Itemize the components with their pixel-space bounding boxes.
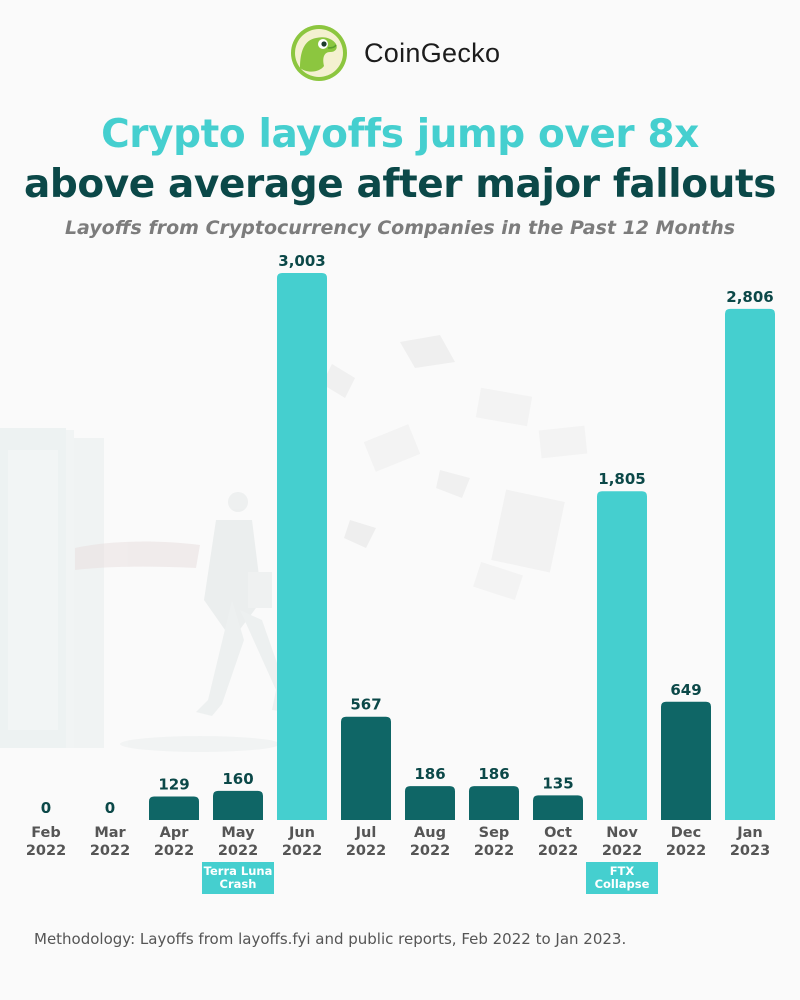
bar-value-label: 0 (41, 799, 51, 817)
x-tick-label-month: Apr (160, 825, 190, 841)
door-illustration (0, 428, 104, 748)
brand-header: CoinGecko (0, 24, 800, 86)
bar (149, 796, 199, 820)
x-tick-label-year: 2022 (666, 843, 706, 859)
event-annotation-line: Terra Luna (203, 864, 273, 878)
brand-name: CoinGecko (364, 38, 501, 68)
x-tick-label-month: Aug (414, 825, 446, 841)
x-tick-label-year: 2022 (282, 843, 322, 859)
x-tick-label-year: 2022 (474, 843, 514, 859)
x-tick-label-month: Jan (736, 825, 763, 841)
x-tick-label-month: May (221, 825, 255, 841)
x-tick-label-month: Mar (94, 825, 126, 841)
headline-line-1: Crypto layoffs jump over 8x (101, 112, 699, 157)
bar (277, 273, 327, 820)
bar-value-label: 649 (670, 681, 701, 699)
headline-line-2: above average after major fallouts (23, 162, 777, 207)
bar (725, 308, 775, 820)
bar-value-label: 2,806 (726, 288, 773, 306)
x-tick-label-month: Jun (288, 825, 315, 841)
background-illustration (0, 335, 588, 752)
bar (341, 716, 391, 820)
x-tick-label-year: 2022 (538, 843, 578, 859)
x-tick-label-year: 2022 (602, 843, 642, 859)
x-tick-label-year: 2022 (218, 843, 258, 859)
x-tick-label-year: 2023 (730, 843, 770, 859)
x-tick-label-year: 2022 (26, 843, 66, 859)
bar-value-label: 0 (105, 799, 115, 817)
bar-value-label: 186 (478, 765, 509, 783)
bar-value-label: 3,003 (278, 252, 325, 270)
gecko-logo-icon (291, 25, 347, 81)
methodology-note: Methodology: Layoffs from layoffs.fyi an… (34, 930, 627, 948)
event-annotation: FTX Collapse (586, 862, 658, 894)
x-tick-label-year: 2022 (346, 843, 386, 859)
x-tick-label-month: Oct (544, 825, 572, 841)
bar (405, 786, 455, 820)
event-annotation: Terra Luna Crash (202, 862, 274, 894)
bar-value-label: 135 (542, 774, 573, 792)
chart-title: Layoffs from Cryptocurrency Companies in… (64, 217, 736, 239)
x-tick-label-month: Dec (671, 825, 701, 841)
bar-value-label: 160 (222, 770, 253, 788)
bar (597, 491, 647, 820)
bar-value-label: 186 (414, 765, 445, 783)
bar (533, 795, 583, 820)
x-tick-label-month: Feb (31, 825, 61, 841)
event-annotation-line: Crash (219, 877, 257, 891)
bar (661, 701, 711, 820)
flying-papers-illustration (322, 335, 588, 601)
bar-value-label: 1,805 (598, 470, 645, 488)
x-tick-label-month: Sep (479, 825, 510, 841)
bar-value-label: 567 (350, 696, 381, 714)
x-tick-label-month: Nov (606, 825, 638, 841)
x-tick-label-year: 2022 (154, 843, 194, 859)
bar (213, 790, 263, 820)
bar-value-label: 129 (158, 776, 189, 794)
x-tick-label-year: 2022 (410, 843, 450, 859)
event-annotation-line: Collapse (594, 877, 650, 891)
bar (469, 786, 519, 820)
event-annotation-line: FTX (609, 864, 635, 878)
x-tick-label-month: Jul (355, 825, 377, 841)
x-tick-label-year: 2022 (90, 843, 130, 859)
